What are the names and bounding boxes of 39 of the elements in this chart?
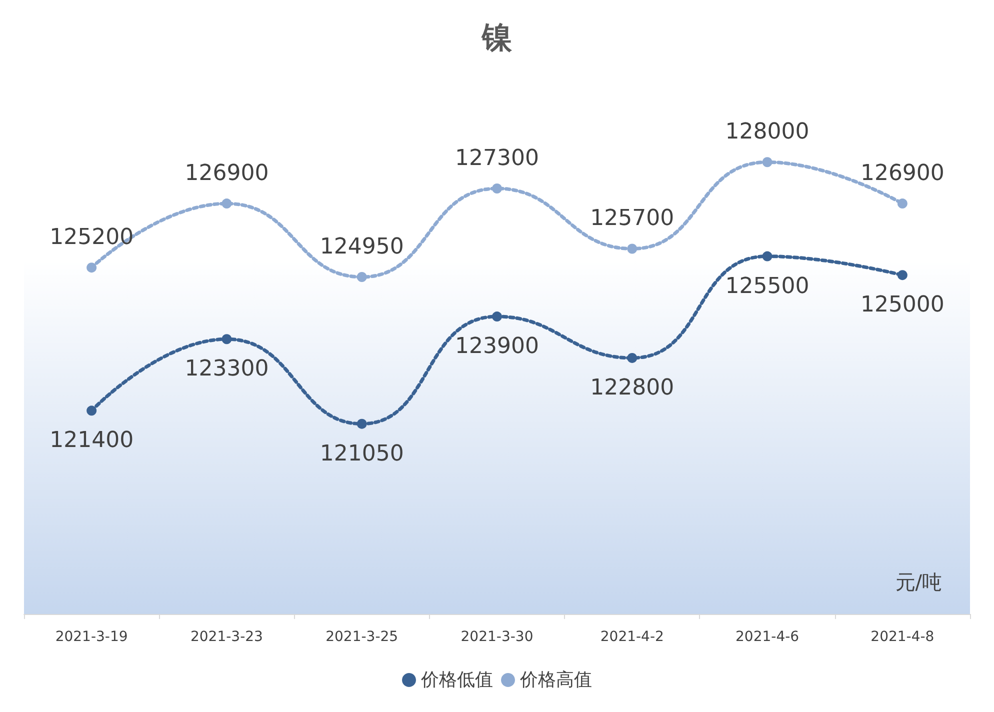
point (222, 198, 232, 209)
point (897, 270, 908, 280)
point (627, 244, 638, 254)
point (222, 334, 232, 344)
point (492, 312, 502, 322)
data-label: 128000 (725, 120, 810, 145)
data-label: 125700 (590, 206, 674, 232)
data-label: 125500 (725, 274, 810, 299)
x-tick-label: 2021-3-23 (190, 629, 263, 645)
x-tick-label: 2021-3-19 (55, 629, 128, 645)
point (86, 406, 97, 416)
x-tick-label: 2021-3-30 (460, 629, 534, 645)
point (897, 198, 908, 209)
data-label: 122800 (590, 375, 674, 400)
data-label: 123300 (184, 356, 269, 382)
x-tick-label: 2021-4-8 (870, 629, 934, 645)
legend-label: 价格高值 (519, 670, 592, 690)
x-tick-label: 2021-3-25 (326, 629, 398, 645)
point (492, 184, 502, 194)
point (762, 157, 772, 168)
point (86, 262, 97, 273)
point (356, 418, 367, 429)
data-label: 121400 (50, 428, 134, 454)
data-label: 121050 (320, 441, 404, 466)
data-label: 123900 (455, 334, 539, 360)
data-label: 125000 (860, 292, 944, 318)
annotation: 元/吨 (895, 570, 942, 594)
point (762, 251, 772, 262)
data-label: 126900 (184, 161, 269, 186)
legend-label: 价格低值 (420, 670, 493, 690)
data-label: 127300 (455, 146, 539, 171)
point (627, 352, 638, 363)
data-label: 125200 (50, 225, 134, 250)
data-label: 124950 (320, 234, 404, 260)
x-tick-label: 2021-4-6 (736, 629, 800, 645)
x-tick-label: 2021-4-2 (600, 629, 664, 645)
point (356, 272, 367, 282)
chart-title: 镍 (481, 20, 513, 56)
data-label: 126900 (860, 161, 944, 186)
